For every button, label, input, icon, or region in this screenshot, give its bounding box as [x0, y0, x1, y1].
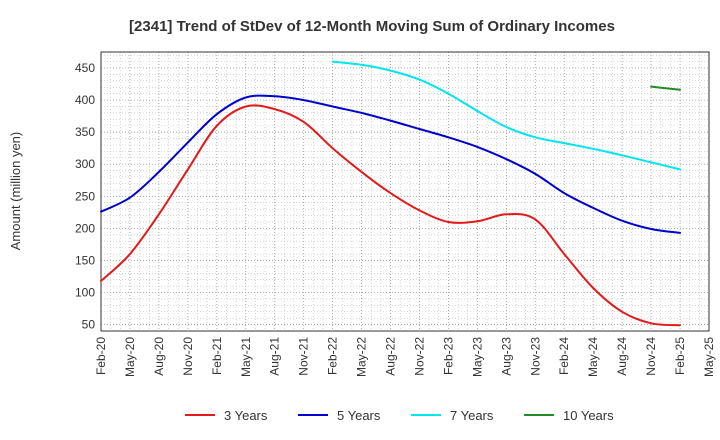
x-tick-label: May-22	[355, 337, 369, 377]
series-line-3-years	[100, 104, 681, 327]
x-tick-label: Feb-25	[673, 337, 687, 375]
x-tick-label: Nov-20	[181, 337, 195, 376]
series-line-7-years	[331, 60, 681, 171]
y-tick-label: 300	[75, 157, 95, 171]
series-line-10-years	[650, 85, 681, 91]
x-tick-label: May-24	[586, 337, 600, 377]
y-tick-label: 250	[75, 189, 95, 203]
series-line-5-years	[100, 94, 681, 234]
x-tick-label: Nov-23	[528, 337, 542, 376]
x-tick-label: Feb-24	[557, 337, 571, 375]
x-tick-label: Nov-22	[412, 337, 426, 376]
x-tick-label: Aug-20	[152, 337, 166, 376]
x-tick-label: May-23	[470, 337, 484, 377]
x-tick-label: May-20	[123, 337, 137, 377]
y-tick-label: 100	[75, 286, 95, 300]
x-tick-label: Aug-22	[384, 337, 398, 376]
x-tick-label: May-25	[702, 337, 716, 377]
y-tick-label: 350	[75, 125, 95, 139]
y-axis-label: Amount (million yen)	[8, 132, 23, 251]
x-tick-label: Feb-23	[441, 337, 455, 375]
x-tick-label: Aug-21	[268, 337, 282, 376]
y-tick-label: 450	[75, 61, 95, 75]
legend-label-5-years: 5 Years	[337, 408, 381, 423]
y-axis: 50 100 150 200 250 300 350 400 450	[75, 61, 95, 332]
x-tick-label: Nov-24	[644, 337, 658, 376]
series-layer	[100, 60, 681, 327]
chart-title: [2341] Trend of StDev of 12-Month Moving…	[129, 18, 615, 35]
x-axis: Feb-20 May-20 Aug-20 Nov-20 Feb-21 May-21 Aug-…	[94, 337, 716, 377]
legend-label-10-years: 10 Years	[563, 408, 614, 423]
x-tick-label: Feb-22	[326, 337, 340, 375]
gridlines	[100, 52, 710, 331]
x-tick-label: Feb-20	[94, 337, 108, 375]
legend-label-7-years: 7 Years	[450, 408, 494, 423]
x-tick-label: Feb-21	[210, 337, 224, 375]
legend-label-3-years: 3 Years	[224, 408, 268, 423]
x-tick-label: Aug-23	[499, 337, 513, 376]
y-tick-label: 150	[75, 253, 95, 267]
x-tick-label: Nov-21	[297, 337, 311, 376]
y-tick-label: 200	[75, 221, 95, 235]
x-tick-label: May-21	[239, 337, 253, 377]
legend: 3 Years 5 Years 7 Years 10 Years	[185, 408, 614, 423]
x-tick-label: Aug-24	[615, 337, 629, 376]
y-tick-label: 400	[75, 93, 95, 107]
y-tick-label: 50	[82, 318, 96, 332]
plot-frame	[100, 51, 710, 332]
